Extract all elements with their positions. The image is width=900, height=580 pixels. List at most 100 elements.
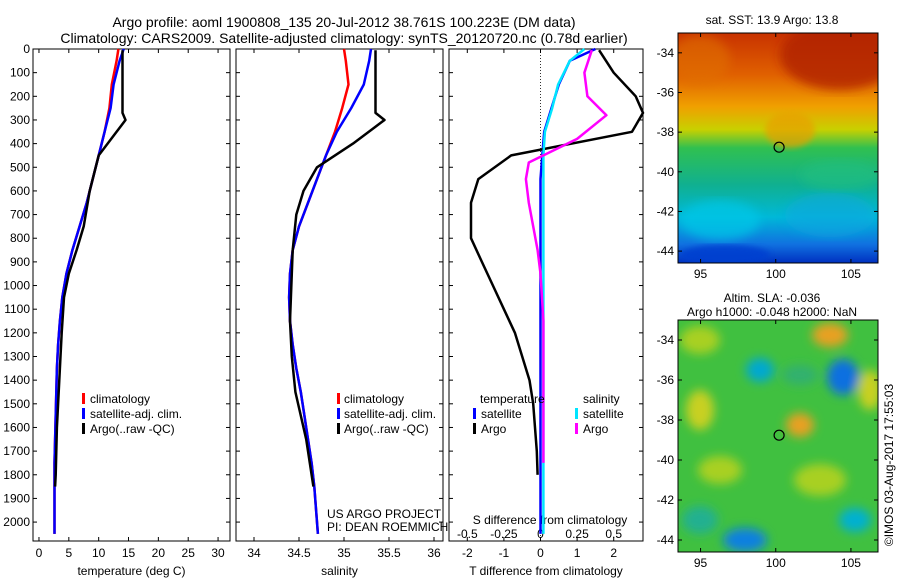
x-tick-label: 1	[574, 546, 581, 560]
series-line	[53, 48, 125, 534]
x-tick-label: 35	[337, 546, 351, 560]
plot-frame	[448, 48, 644, 542]
argo-position-marker	[773, 429, 785, 441]
legend-swatch-temp-satellite	[473, 408, 476, 419]
sla-high	[686, 390, 714, 430]
x-tick-label: 10	[92, 546, 106, 560]
legend-label-climatology: climatology	[90, 392, 150, 406]
x-tick-label: 5	[65, 546, 72, 560]
plot-frame	[235, 48, 444, 542]
salinity-panel: 34 34.5 35 35.5 36 salinity	[235, 48, 444, 578]
lon-tick-label: 95	[694, 267, 708, 281]
x2-tick-label: 0.5	[605, 527, 622, 541]
y-tick-label: 1400	[3, 373, 30, 387]
sla-low	[682, 506, 718, 534]
x-tick-label: 34	[247, 546, 261, 560]
series-line	[287, 48, 373, 534]
figure-title-line1: Argo profile: aoml 1900808_135 20-Jul-20…	[112, 14, 575, 30]
lat-tick-label: -44	[657, 244, 675, 258]
sla-high	[698, 456, 742, 484]
sla-high	[812, 323, 848, 347]
x-tick-label: 15	[122, 546, 136, 560]
sst-warm-blob	[678, 35, 730, 85]
lat-tick-label: -36	[657, 85, 675, 99]
legend-label-argo: Argo(..raw -QC)	[90, 422, 175, 436]
legend-label-sal-argo: Argo	[583, 422, 609, 436]
y-tick-label: 500	[10, 160, 30, 174]
y-tick-label: 600	[10, 184, 30, 198]
x2-tick-label: 0	[537, 527, 544, 541]
sla-high	[680, 326, 720, 354]
y-tick-label: 900	[10, 255, 30, 269]
y-tick-label: 1900	[3, 491, 30, 505]
x-tick-label: 20	[152, 546, 166, 560]
sla-low	[746, 358, 774, 382]
legend-label-argo: Argo(..raw -QC)	[344, 422, 429, 436]
lat-tick-label: -42	[657, 493, 675, 507]
sst-cool-blob	[680, 200, 760, 240]
series-line	[288, 50, 386, 487]
sla-map: Altim. SLA: -0.036 Argo h1000: -0.048 h2…	[657, 291, 879, 570]
y-tick-label: 300	[10, 113, 30, 127]
sla-high	[794, 464, 846, 496]
sla-low	[723, 528, 767, 552]
x-axis-label: temperature (deg C)	[77, 564, 185, 578]
sla-high	[786, 413, 814, 437]
lon-tick-label: 105	[841, 556, 861, 570]
sst-cool-blob	[800, 160, 878, 190]
y-tick-label: 1800	[3, 468, 30, 482]
x-tick-label: 34.5	[287, 546, 311, 560]
sst-cool-blob	[785, 193, 875, 237]
y-tick-label: 1500	[3, 397, 30, 411]
lat-tick-label: -44	[657, 533, 675, 547]
legend-swatch-satellite	[337, 408, 340, 419]
y-tick-label: 1700	[3, 444, 30, 458]
y-tick-label: 0	[23, 42, 30, 56]
lon-tick-label: 105	[841, 267, 861, 281]
x-tick-label: 0	[537, 546, 544, 560]
lat-tick-label: -40	[657, 453, 675, 467]
y-tick-label: 1300	[3, 350, 30, 364]
y-tick-label: 1600	[3, 420, 30, 434]
legend-header-salinity: salinity	[583, 392, 620, 406]
legend-swatch-argo	[337, 423, 340, 434]
lat-tick-label: -36	[657, 373, 675, 387]
series-line	[524, 49, 608, 463]
temperature-legend: climatology satellite-adj. clim. Argo(..…	[82, 392, 182, 436]
x-tick-label: 36	[427, 546, 441, 560]
lat-tick-label: -42	[657, 204, 675, 218]
sst-map: sat. SST: 13.9 Argo: 13.8 -34 -36 -38 -40 -4…	[657, 13, 879, 281]
lat-tick-label: -34	[657, 333, 675, 347]
pi-credit: PI: DEAN ROEMMICH	[327, 520, 448, 534]
legend-swatch-temp-argo	[473, 423, 476, 434]
y-tick-label: 1200	[3, 326, 30, 340]
legend-label-temp-argo: Argo	[481, 422, 507, 436]
sla-low	[827, 359, 859, 395]
legend-label-satellite: satellite-adj. clim.	[344, 407, 436, 421]
series-line	[542, 48, 586, 534]
legend-label-temp-satellite: satellite	[481, 407, 522, 421]
sla-low	[782, 365, 818, 385]
y-tick-label: 400	[10, 137, 30, 151]
series-line	[287, 48, 350, 534]
temperature-panel: 0100200300400500600700800900100011001200…	[3, 42, 231, 578]
y-tick-label: 2000	[3, 515, 30, 529]
x-tick-label: -2	[462, 546, 473, 560]
x2-tick-label: -0.25	[490, 527, 518, 541]
legend-label-sal-satellite: satellite	[583, 407, 624, 421]
x-tick-label: -1	[499, 546, 510, 560]
series-line	[53, 50, 127, 487]
legend-swatch-sal-argo	[575, 423, 578, 434]
salinity-legend: climatology satellite-adj. clim. Argo(..…	[327, 392, 448, 534]
x-tick-label: 2	[610, 546, 617, 560]
y-tick-label: 700	[10, 208, 30, 222]
x-axis-label: salinity	[321, 564, 358, 578]
series-line	[469, 49, 645, 475]
legend-swatch-sal-satellite	[575, 408, 578, 419]
y-tick-label: 100	[10, 66, 30, 80]
difference-legend: temperature salinity satellite satellite…	[473, 392, 624, 436]
y-tick-label: 1000	[3, 279, 30, 293]
lon-tick-label: 100	[766, 556, 786, 570]
lat-tick-label: -40	[657, 165, 675, 179]
